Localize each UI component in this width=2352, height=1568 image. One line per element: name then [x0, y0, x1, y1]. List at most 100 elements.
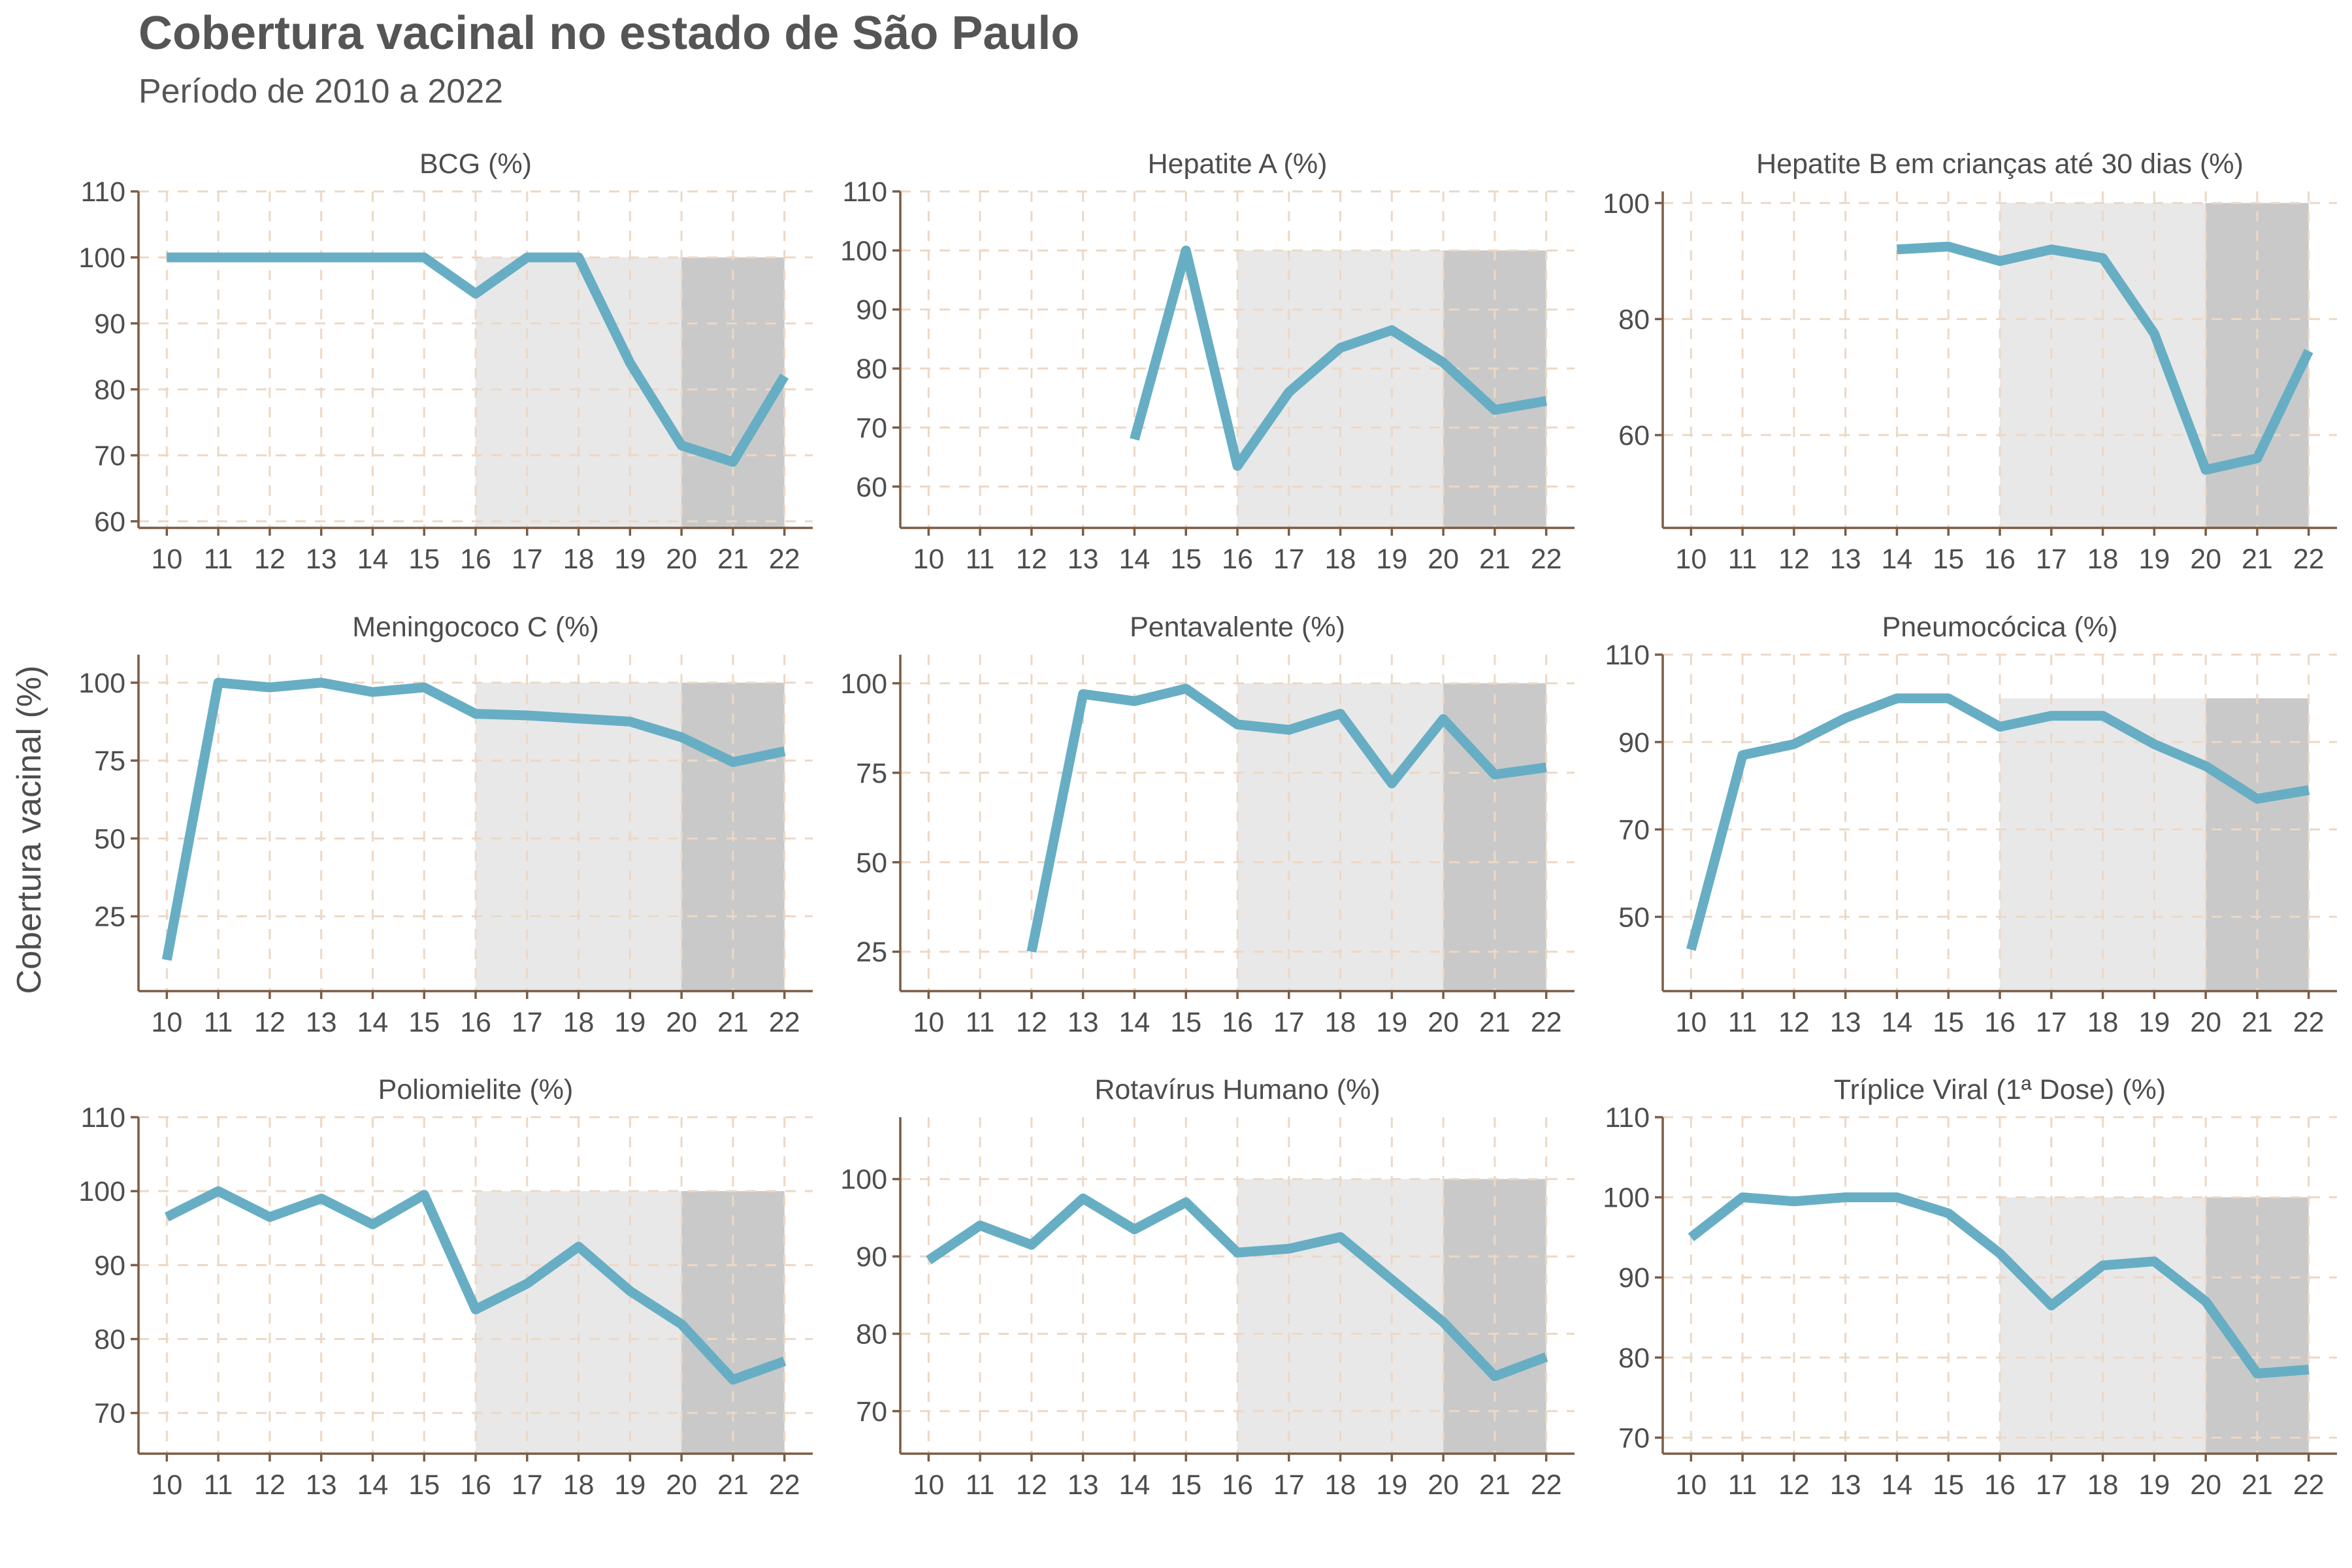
x-tick-label: 20 [2190, 544, 2221, 575]
x-tick-label: 21 [2242, 544, 2273, 575]
y-tick-label: 100 [1603, 1183, 1650, 1214]
x-tick-label: 13 [1830, 1469, 1861, 1501]
x-tick-label: 20 [666, 1469, 697, 1501]
x-tick-label: 10 [151, 1469, 182, 1501]
panel-title: Tríplice Viral (1ª Dose) (%) [1834, 1074, 2166, 1105]
x-tick-label: 17 [1273, 1007, 1305, 1038]
x-tick-label: 11 [1728, 544, 1757, 575]
x-tick-label: 21 [717, 544, 749, 575]
y-tick-label: 25 [94, 902, 125, 933]
x-tick-label: 18 [563, 544, 595, 575]
x-tick-label: 19 [614, 544, 645, 575]
x-tick-label: 20 [2190, 1007, 2221, 1038]
x-tick-label: 14 [1882, 1007, 1913, 1038]
y-tick-label: 60 [856, 472, 887, 503]
x-tick-label: 22 [2293, 1469, 2325, 1501]
x-tick-label: 18 [2087, 1469, 2119, 1501]
x-tick-label: 22 [1531, 544, 1562, 575]
x-tick-label: 17 [2036, 544, 2067, 575]
x-tick-label: 22 [769, 1007, 800, 1038]
x-tick-label: 17 [512, 544, 543, 575]
x-tick-label: 14 [1119, 1007, 1151, 1038]
y-tick-label: 70 [856, 1396, 887, 1428]
x-tick-label: 17 [1273, 1469, 1305, 1501]
y-tick-label: 100 [840, 1164, 887, 1196]
x-tick-label: 18 [1325, 1469, 1356, 1501]
x-tick-label: 14 [357, 544, 389, 575]
series-line [1130, 245, 1547, 471]
y-axis-label: Cobertura vacinal (%) [10, 666, 48, 994]
x-tick-label: 14 [1882, 544, 1913, 575]
x-tick-label: 11 [1728, 1469, 1757, 1501]
x-tick-label: 19 [2138, 1469, 2170, 1501]
x-tick-label: 20 [666, 544, 697, 575]
x-tick-label: 12 [1778, 1469, 1810, 1501]
y-tick-label: 70 [94, 1398, 125, 1429]
x-tick-label: 21 [1479, 544, 1511, 575]
x-tick-label: 19 [1376, 1469, 1407, 1501]
x-tick-label: 13 [306, 544, 337, 575]
x-tick-label: 20 [1428, 1469, 1459, 1501]
x-tick-label: 10 [1675, 1469, 1707, 1501]
y-tick-label: 100 [1603, 188, 1650, 220]
y-tick-label: 110 [1605, 640, 1650, 671]
x-tick-label: 10 [913, 544, 944, 575]
x-tick-label: 17 [2036, 1007, 2067, 1038]
x-tick-label: 12 [254, 544, 286, 575]
x-tick-label: 16 [1222, 544, 1253, 575]
y-tick-label: 80 [94, 1324, 125, 1356]
x-tick-label: 19 [1376, 544, 1407, 575]
x-tick-label: 14 [1119, 1469, 1151, 1501]
y-tick-label: 80 [856, 353, 887, 385]
x-tick-label: 22 [769, 1469, 800, 1501]
x-tick-label: 11 [204, 544, 233, 575]
x-tick-label: 18 [2087, 1007, 2119, 1038]
x-tick-label: 14 [1119, 544, 1151, 575]
x-tick-label: 18 [1325, 1007, 1356, 1038]
y-tick-label: 60 [1618, 420, 1650, 451]
x-tick-label: 10 [1675, 1007, 1707, 1038]
series-line [1026, 683, 1547, 953]
x-tick-label: 18 [2087, 544, 2119, 575]
x-tick-label: 19 [1376, 1007, 1407, 1038]
x-tick-label: 21 [717, 1007, 749, 1038]
x-tick-label: 11 [204, 1007, 233, 1038]
y-tick-label: 90 [856, 295, 887, 326]
series-line [164, 1186, 787, 1385]
x-tick-label: 12 [1016, 544, 1047, 575]
y-tick-label: 100 [78, 1176, 125, 1207]
y-tick-label: 70 [94, 440, 125, 472]
y-tick-label: 90 [1618, 727, 1650, 759]
x-tick-label: 11 [966, 1007, 995, 1038]
panel-title: Pneumocócica (%) [1882, 612, 2118, 643]
x-tick-label: 21 [2242, 1469, 2273, 1501]
x-tick-label: 13 [306, 1007, 337, 1038]
x-tick-label: 18 [1325, 544, 1356, 575]
x-tick-label: 22 [2293, 544, 2325, 575]
x-tick-label: 15 [408, 1007, 440, 1038]
x-tick-label: 15 [1170, 544, 1201, 575]
x-tick-label: 14 [357, 1469, 389, 1501]
y-tick-label: 110 [1605, 1102, 1650, 1134]
x-tick-label: 19 [2138, 544, 2170, 575]
panel-title: Hepatite B em crianças até 30 dias (%) [1756, 148, 2244, 180]
x-tick-label: 17 [512, 1007, 543, 1038]
x-tick-label: 13 [1830, 1007, 1861, 1038]
x-tick-label: 18 [563, 1469, 595, 1501]
x-tick-label: 16 [1984, 544, 2016, 575]
y-tick-label: 110 [842, 176, 887, 208]
y-tick-label: 25 [856, 937, 887, 968]
chart-title: Cobertura vacinal no estado de São Paulo [139, 7, 1080, 59]
x-tick-label: 15 [408, 544, 440, 575]
shaded-period-dark [2206, 698, 2309, 991]
y-tick-label: 70 [1618, 815, 1650, 846]
chart-subtitle: Período de 2010 a 2022 [139, 73, 504, 110]
y-tick-label: 110 [80, 176, 125, 208]
x-tick-label: 13 [1068, 1469, 1099, 1501]
x-tick-label: 12 [254, 1007, 286, 1038]
y-tick-label: 100 [840, 235, 887, 267]
x-tick-label: 16 [1984, 1007, 2016, 1038]
x-tick-label: 22 [1531, 1007, 1562, 1038]
x-tick-label: 13 [1068, 544, 1099, 575]
x-tick-label: 21 [717, 1469, 749, 1501]
